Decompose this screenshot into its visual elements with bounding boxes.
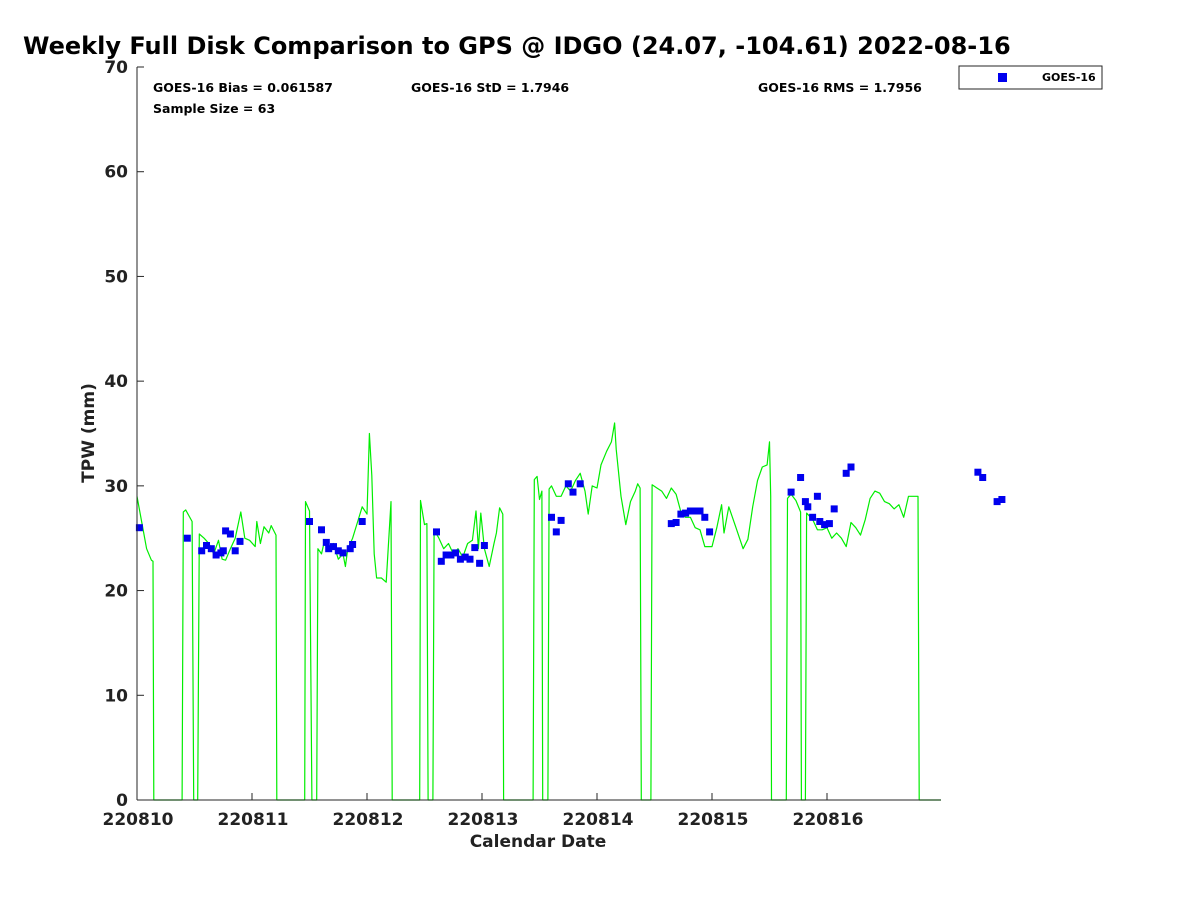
goes16-point: [813, 492, 821, 500]
y-tick-label: 60: [104, 163, 128, 183]
goes16-point: [706, 528, 714, 536]
bias-stat: GOES-16 Bias = 0.061587: [153, 80, 333, 95]
x-tick-label: 220815: [678, 810, 749, 830]
goes16-point: [677, 510, 685, 518]
goes16-point: [183, 534, 191, 542]
goes16-point: [569, 488, 577, 496]
y-axis-label: TPW (mm): [79, 383, 99, 483]
goes16-point: [974, 468, 982, 476]
goes16-point: [346, 545, 354, 553]
goes16-point: [226, 530, 234, 538]
goes16-point: [825, 520, 833, 528]
goes16-point: [564, 480, 572, 488]
goes16-point: [325, 545, 333, 553]
legend-marker-goes16: [998, 73, 1007, 82]
goes16-point: [801, 498, 809, 506]
goes16-point: [339, 549, 347, 557]
legend-label-goes16: GOES-16: [1042, 71, 1096, 84]
goes16-point: [809, 513, 817, 521]
goes16-point: [701, 513, 709, 521]
goes16-point: [471, 544, 479, 552]
y-tick-label: 10: [104, 686, 128, 706]
goes16-point: [447, 551, 455, 559]
x-tick-label: 220816: [793, 810, 864, 830]
goes16-point: [672, 519, 680, 526]
goes16-point: [696, 507, 704, 515]
goes16-point: [456, 555, 464, 563]
x-tick-label: 220814: [563, 810, 634, 830]
goes16-point: [433, 528, 440, 536]
goes16-point: [979, 474, 987, 481]
goes16-point: [461, 553, 469, 561]
goes16-point: [993, 498, 1001, 506]
goes16-point: [466, 555, 474, 563]
goes16-point: [231, 547, 239, 555]
x-axis-label: Calendar Date: [470, 832, 607, 852]
rms-stat: GOES-16 RMS = 1.7956: [758, 80, 922, 95]
x-ticks: 220810 220811 220812 220813 220814 220815 2208…: [103, 793, 864, 830]
goes16-point: [330, 543, 337, 551]
goes16-point: [437, 557, 445, 565]
x-tick-label: 220810: [103, 810, 174, 830]
goes16-point: [552, 528, 560, 536]
goes16-point: [318, 526, 325, 534]
goes16-point: [222, 527, 230, 535]
gps-line-layer: [137, 422, 941, 801]
chart-title: Weekly Full Disk Comparison to GPS @ IDG…: [23, 32, 1011, 60]
goes16-point: [334, 547, 342, 555]
goes16-point: [480, 542, 488, 549]
goes16-point: [686, 507, 694, 515]
goes16-point: [207, 545, 215, 553]
goes16-point: [576, 480, 584, 488]
goes16-point: [842, 469, 850, 477]
goes16-point: [667, 520, 675, 528]
goes16-point: [358, 518, 366, 525]
plot-background: [137, 67, 941, 800]
y-tick-label: 50: [104, 267, 128, 287]
goes16-point: [998, 496, 1006, 503]
goes16-point: [349, 541, 357, 548]
x-tick-label: 220811: [218, 810, 289, 830]
y-tick-label: 0: [116, 791, 128, 811]
sample-size-stat: Sample Size = 63: [153, 101, 275, 116]
y-ticks: 0 10 20 30 40 50 60 70: [104, 58, 144, 811]
goes16-point: [816, 518, 824, 525]
goes16-point: [442, 551, 450, 559]
y-tick-label: 70: [104, 58, 128, 78]
goes16-point: [212, 551, 220, 559]
goes16-point: [306, 518, 313, 525]
goes16-point: [198, 547, 206, 555]
plot-area: [135, 67, 1006, 801]
goes16-point: [821, 521, 829, 529]
goes16-point: [236, 537, 244, 545]
goes16-point: [476, 559, 484, 567]
goes16-point: [203, 542, 210, 549]
y-tick-label: 20: [104, 582, 128, 602]
goes16-point: [452, 549, 460, 557]
goes16-point: [322, 538, 330, 546]
y-tick-label: 40: [104, 372, 128, 392]
goes16-point: [682, 509, 690, 517]
goes16-point: [219, 547, 227, 555]
goes16-point: [797, 474, 805, 481]
goes16-point: [830, 505, 838, 513]
goes16-point: [847, 463, 855, 471]
goes16-point: [691, 507, 699, 515]
goes16-points-layer: [135, 463, 1006, 567]
gps-tpw-line: [137, 422, 941, 801]
legend-box: [958, 65, 1103, 90]
y-tick-label: 30: [104, 477, 128, 497]
x-tick-label: 220812: [333, 810, 404, 830]
legend: GOES-16: [958, 65, 1103, 90]
x-tick-label: 220813: [448, 810, 519, 830]
goes16-point: [804, 503, 812, 511]
goes16-point: [787, 488, 795, 496]
std-stat: GOES-16 StD = 1.7946: [411, 80, 569, 95]
goes16-point: [135, 524, 143, 532]
goes16-point: [548, 513, 555, 521]
goes16-point: [557, 516, 565, 524]
